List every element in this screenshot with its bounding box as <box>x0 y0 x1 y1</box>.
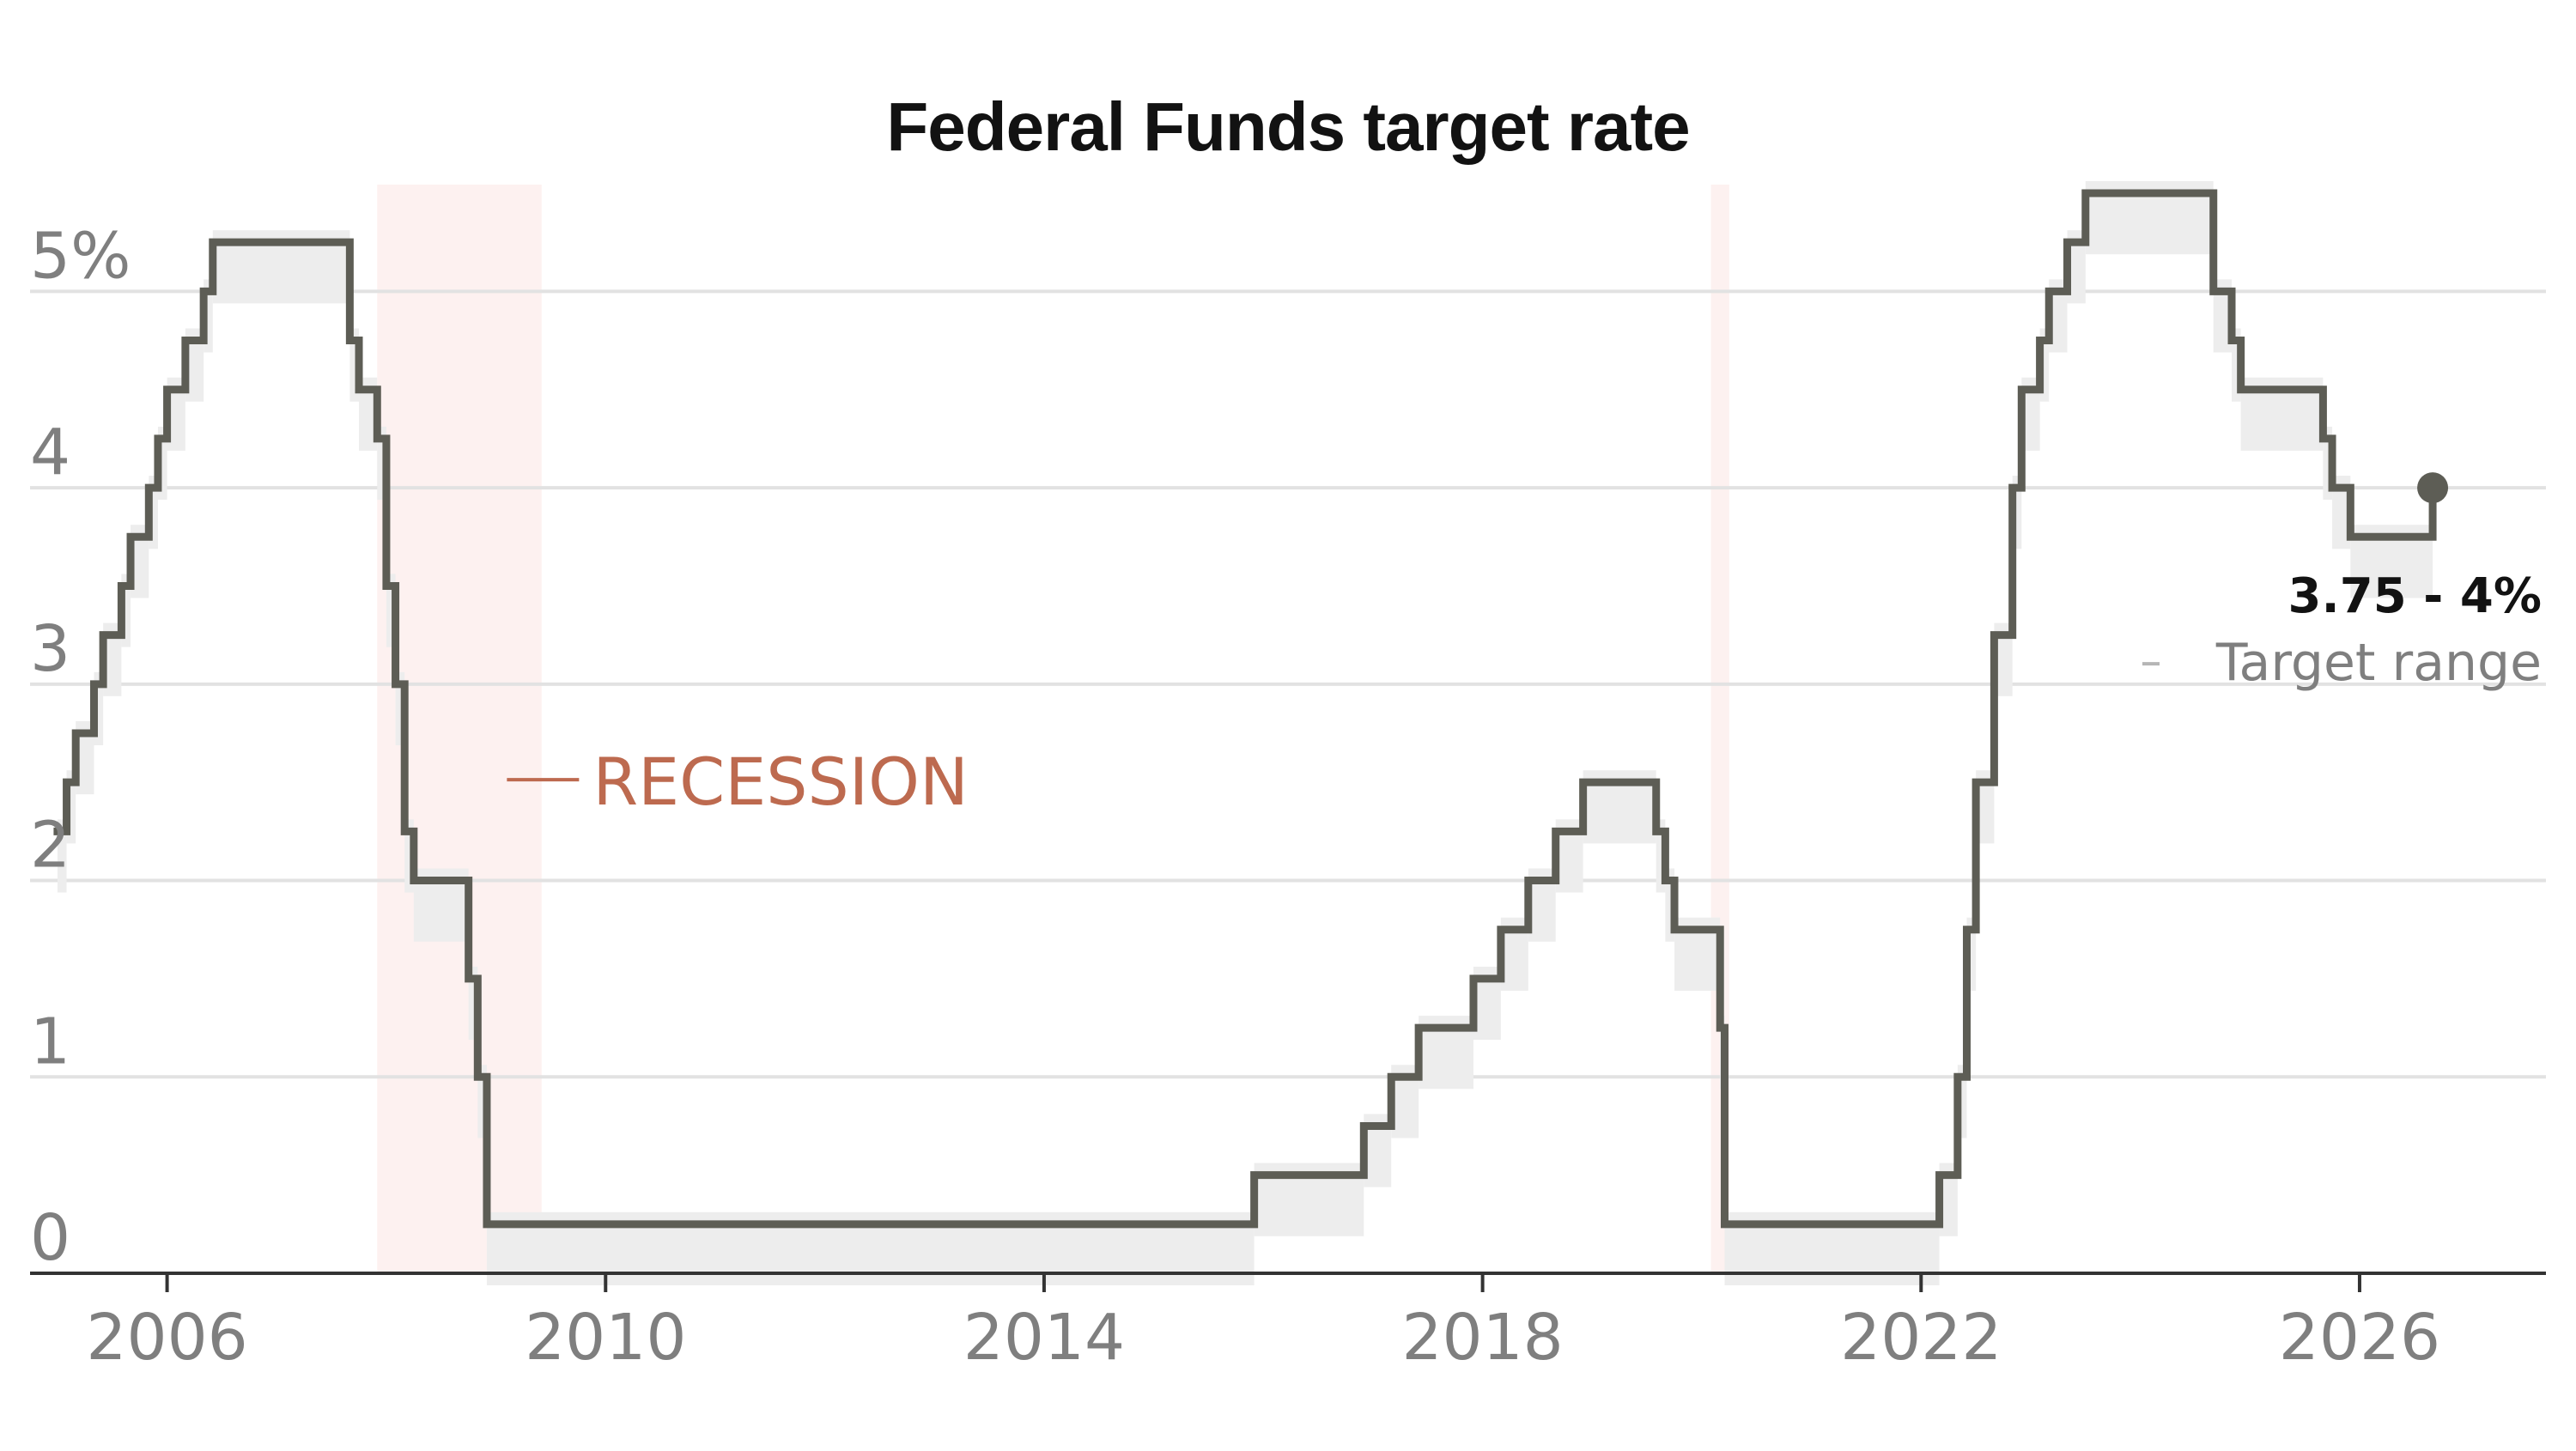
y-tick-label: 1 <box>30 1005 70 1078</box>
range-segment <box>131 525 149 598</box>
range-segment <box>121 574 131 647</box>
range-segment <box>1939 1163 1958 1236</box>
range-segment <box>395 671 405 745</box>
y-tick-label: 3 <box>30 612 70 686</box>
range-segment <box>1665 868 1675 942</box>
range-segment <box>2021 377 2040 451</box>
range-segment <box>1994 622 2013 696</box>
range-segment <box>204 279 213 353</box>
range-segment <box>157 426 167 501</box>
annotation-value: 3.75 - 4% <box>2288 568 2542 624</box>
y-tick-label: 0 <box>30 1201 70 1275</box>
range-segment <box>359 377 378 451</box>
range-segment <box>1976 770 1995 844</box>
y-axis-ticks: 0 1 2 3 4 5% <box>30 219 131 1275</box>
range-segment <box>349 328 360 402</box>
range-segment <box>1656 819 1666 893</box>
range-segment <box>1966 917 1977 991</box>
range-segment <box>377 426 386 501</box>
range-segment <box>1957 1065 1967 1138</box>
x-axis-ticks: 2006 2010 2014 2018 2022 2026 <box>86 1273 2440 1375</box>
recession-shading <box>377 185 1729 1273</box>
range-segment <box>2323 426 2333 501</box>
range-segment <box>477 1065 487 1138</box>
y-tick-label: 4 <box>30 416 70 489</box>
x-tick-label: 2010 <box>525 1301 686 1375</box>
range-segment <box>2049 279 2068 353</box>
range-segment <box>2012 476 2022 549</box>
range-segment <box>103 622 122 696</box>
chart-title: Federal Funds target rate <box>886 88 1689 165</box>
range-segment <box>404 819 414 893</box>
rate-line <box>53 189 2437 1229</box>
y-tick-label: 2 <box>30 809 70 883</box>
annotation-label: Target range <box>2215 633 2542 693</box>
recession-band-2 <box>1710 185 1729 1273</box>
recession-label: RECESSION <box>592 744 968 820</box>
range-segment <box>76 721 94 795</box>
range-segment <box>185 328 204 402</box>
range-segment <box>167 377 185 451</box>
range-segment <box>386 574 396 647</box>
range-segment <box>94 671 104 745</box>
range-segment <box>2039 328 2050 402</box>
x-tick-label: 2006 <box>86 1301 247 1375</box>
range-segment <box>2232 328 2241 402</box>
x-tick-label: 2022 <box>1840 1301 2002 1375</box>
range-segment <box>2332 476 2351 549</box>
range-segment <box>468 966 478 1041</box>
range-segment <box>2213 279 2233 353</box>
range-segment <box>2067 230 2086 304</box>
x-tick-label: 2018 <box>1401 1301 1563 1375</box>
rate-line-series <box>53 189 2437 1229</box>
latest-rate-marker <box>2417 472 2449 504</box>
range-segment <box>149 476 158 549</box>
x-tick-label: 2014 <box>963 1301 1125 1375</box>
range-segment <box>57 819 67 893</box>
y-tick-label: 5% <box>30 219 131 293</box>
range-segment <box>66 770 76 844</box>
x-tick-label: 2026 <box>2279 1301 2440 1375</box>
